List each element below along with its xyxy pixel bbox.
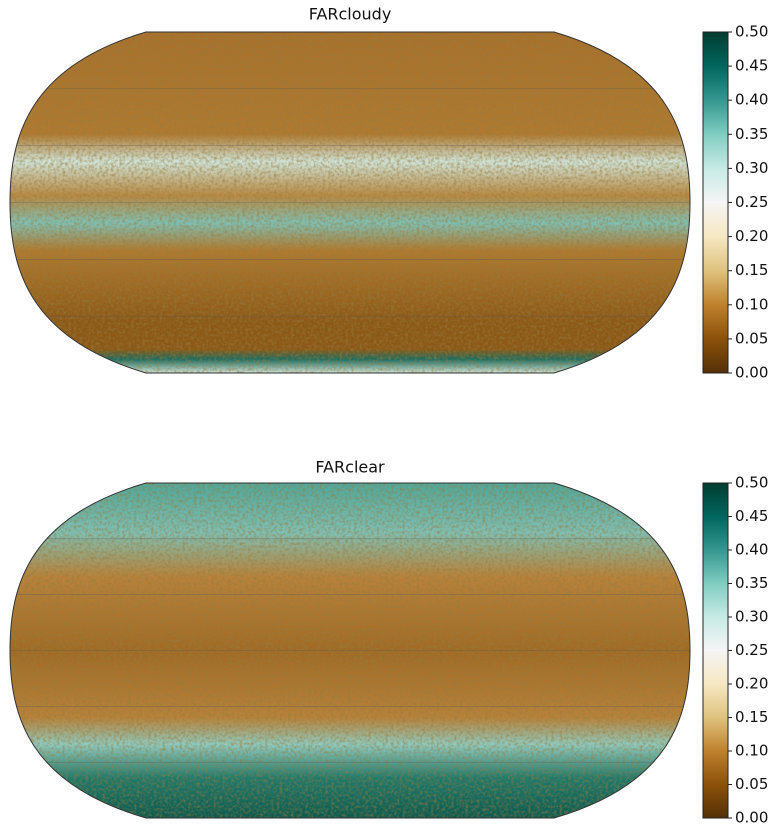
panel-title: FARcloudy [309, 5, 392, 24]
colorbar-tick-label: 0.35 [735, 125, 768, 143]
colorbar [703, 483, 728, 818]
colorbar-tick-label: 0.50 [735, 23, 768, 41]
colorbar-tick-label: 0.40 [735, 91, 768, 109]
figure: FARcloudy 0.00 0.05 0.10 0.15 0.20 0.25 0.30 0.3… [0, 0, 778, 832]
colorbar-tick-label: 0.20 [735, 675, 768, 693]
colorbar-tick-label: 0.05 [735, 329, 768, 347]
colorbar-tick-label: 0.40 [735, 541, 768, 559]
colorbar [703, 32, 728, 373]
colorbar-tick-label: 0.15 [735, 261, 768, 279]
colorbar-tick-label: 0.05 [735, 775, 768, 793]
colorbar-tick-label: 0.20 [735, 227, 768, 245]
colorbar-tick-label: 0.45 [735, 507, 768, 525]
colorbar-tick-label: 0.25 [735, 641, 768, 659]
colorbar-tick-label: 0.25 [735, 193, 768, 211]
colorbar-tick-label: 0.30 [735, 159, 768, 177]
colorbar-tick-label: 0.15 [735, 708, 768, 726]
panel-title: FARclear [315, 458, 385, 477]
colorbar-tick-label: 0.30 [735, 608, 768, 626]
colorbar-tick-label: 0.45 [735, 57, 768, 75]
colorbar-tick-label: 0.00 [735, 364, 768, 382]
colorbar-tick-label: 0.00 [735, 809, 768, 827]
colorbar-tick-label: 0.10 [735, 295, 768, 313]
colorbar-tick-label: 0.50 [735, 474, 768, 492]
colorbar-tick-label: 0.10 [735, 742, 768, 760]
colorbar-tick-label: 0.35 [735, 574, 768, 592]
